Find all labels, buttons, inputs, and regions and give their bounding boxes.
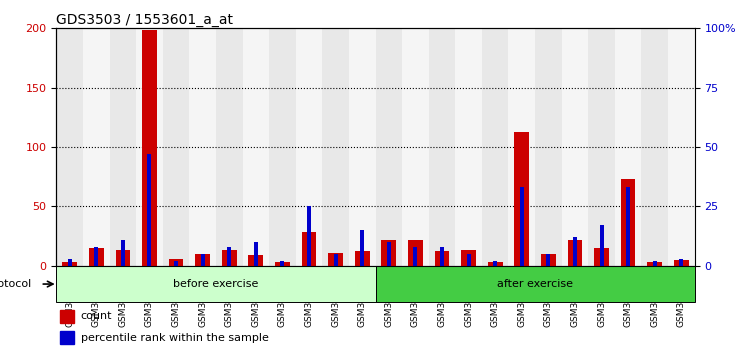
Bar [94,247,98,266]
Bar [461,250,476,266]
Bar [440,247,444,266]
Bar [59,331,74,344]
Bar [169,258,183,266]
Bar [322,28,349,266]
Bar [647,262,662,266]
Bar [136,28,163,266]
Bar [302,233,316,266]
Bar [275,262,290,266]
Bar [189,28,216,266]
Bar [195,254,210,266]
Bar [328,253,343,266]
Bar [296,28,322,266]
Bar [588,28,615,266]
Text: count: count [80,312,112,321]
FancyBboxPatch shape [376,266,695,302]
Bar [641,28,668,266]
Text: after exercise: after exercise [497,279,573,289]
Text: GDS3503 / 1553601_a_at: GDS3503 / 1553601_a_at [56,13,234,27]
Bar [562,28,588,266]
Bar [599,225,604,266]
Bar [435,251,449,266]
Text: before exercise: before exercise [173,279,258,289]
Bar [216,28,243,266]
Bar [360,230,364,266]
Bar [653,261,657,266]
Bar [680,258,683,266]
Bar [254,242,258,266]
Bar [594,248,609,266]
Bar [121,240,125,266]
Bar [382,240,396,266]
Bar [110,28,136,266]
Bar [243,28,269,266]
Bar [56,28,83,266]
Bar [482,28,508,266]
Bar [535,28,562,266]
Bar [269,28,296,266]
Bar [668,28,695,266]
Bar [68,258,71,266]
Bar [541,254,556,266]
FancyBboxPatch shape [56,266,376,302]
Bar [89,248,104,266]
Bar [174,261,178,266]
Bar [142,29,157,266]
Bar [514,132,529,266]
Bar [163,28,189,266]
Bar [228,247,231,266]
Bar [222,250,237,266]
Text: percentile rank within the sample: percentile rank within the sample [80,333,268,343]
Bar [493,261,497,266]
Bar [621,179,635,266]
Bar [674,260,689,266]
Bar [333,254,338,266]
Bar [520,187,523,266]
Bar [413,247,418,266]
Bar [59,310,74,323]
Bar [615,28,641,266]
Bar [280,261,285,266]
Bar [547,254,550,266]
Bar [249,255,263,266]
Bar [387,242,391,266]
Bar [429,28,455,266]
Bar [626,187,630,266]
Bar [488,262,502,266]
Bar [355,251,369,266]
Bar [62,262,77,266]
Bar [408,240,423,266]
Bar [349,28,376,266]
Text: protocol: protocol [0,279,31,289]
Bar [376,28,402,266]
Bar [466,254,471,266]
Bar [147,154,152,266]
Bar [402,28,429,266]
Bar [116,250,130,266]
Bar [83,28,110,266]
Bar [307,206,311,266]
Bar [201,254,204,266]
Bar [455,28,482,266]
Bar [568,240,582,266]
Bar [573,237,577,266]
Bar [508,28,535,266]
